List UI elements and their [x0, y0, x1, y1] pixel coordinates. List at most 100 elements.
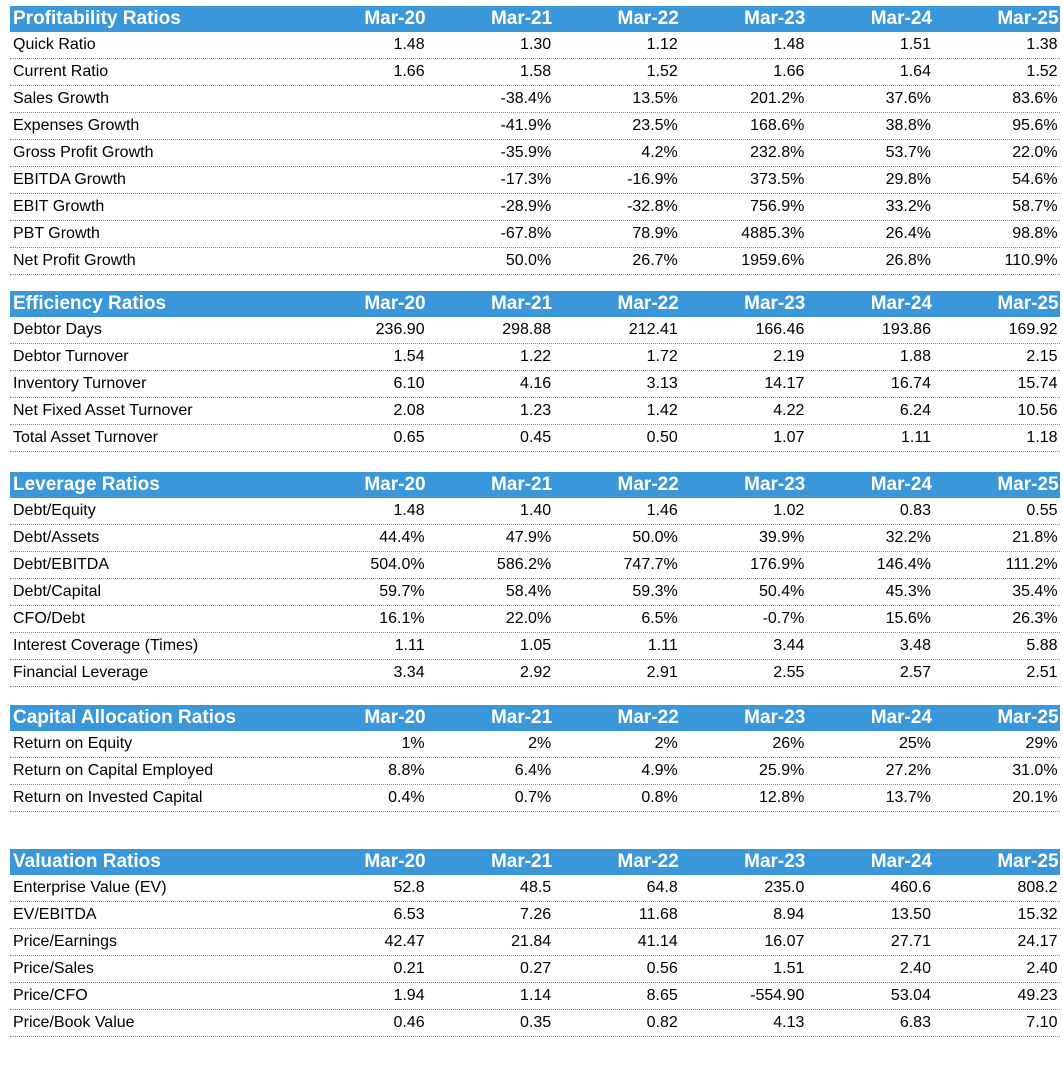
row-label: Return on Capital Employed — [13, 762, 214, 779]
value-cell: 16.1% — [379, 610, 425, 627]
row-label: Debt/EBITDA — [13, 556, 110, 573]
value-cell: 14.17 — [764, 375, 805, 392]
value-cell: 1.66 — [773, 63, 805, 80]
value-cell: 27.2% — [885, 762, 931, 779]
value-cell: 6.53 — [393, 906, 425, 923]
section-title: Leverage Ratios — [13, 474, 160, 495]
row-label: Price/CFO — [13, 987, 88, 1004]
value-cell: -38.4% — [500, 90, 552, 107]
value-cell: 0.7% — [514, 789, 552, 806]
value-cell: 1.11 — [647, 637, 678, 654]
row-label: Return on Equity — [13, 735, 133, 752]
value-cell: 3.34 — [393, 664, 425, 681]
value-cell: 59.7% — [379, 583, 425, 600]
value-cell: 166.46 — [755, 321, 805, 338]
column-header: Mar-25 — [997, 707, 1059, 728]
column-header: Mar-22 — [617, 8, 679, 29]
table-row: Total Asset Turnover 0.65 0.45 0.50 1.07 1.11… — [10, 425, 1060, 452]
value-cell: 39.9% — [759, 529, 805, 546]
row-label: Interest Coverage (Times) — [13, 637, 199, 654]
value-cell: 1.48 — [773, 36, 805, 53]
row-label: Return on Invested Capital — [13, 789, 203, 806]
column-header: Mar-20 — [364, 474, 426, 495]
row-label: Debt/Equity — [13, 502, 96, 519]
value-cell: 29.8% — [885, 171, 931, 188]
table-row: Inventory Turnover 6.10 4.16 3.13 14.17 16.74… — [10, 371, 1060, 398]
value-cell: 42.47 — [384, 933, 425, 950]
column-header: Mar-20 — [364, 8, 426, 29]
column-header: Mar-24 — [870, 8, 932, 29]
value-cell: 193.86 — [882, 321, 931, 338]
value-cell: 26.4% — [885, 225, 931, 242]
value-cell: 78.9% — [632, 225, 678, 242]
value-cell: 3.48 — [899, 637, 931, 654]
value-cell: 2.15 — [1026, 348, 1058, 365]
section-header: Efficiency Ratios Mar-20 Mar-21 Mar-22 Mar-2… — [10, 291, 1060, 317]
value-cell: 2.55 — [773, 664, 805, 681]
value-cell: 747.7% — [623, 556, 678, 573]
value-cell: 212.41 — [628, 321, 678, 338]
table-row: Return on Equity 1% 2% 2% 26% 25% 29% — [10, 731, 1060, 758]
value-cell: 232.8% — [750, 144, 805, 161]
column-header: Mar-25 — [997, 474, 1059, 495]
value-cell: 6.24 — [899, 402, 931, 419]
value-cell: 1% — [401, 735, 425, 752]
value-cell: 4885.3% — [741, 225, 805, 242]
column-header: Mar-23 — [744, 707, 806, 728]
value-cell: 2.19 — [773, 348, 805, 365]
value-cell: 0.45 — [520, 429, 552, 446]
capital-allocation-ratios-section: Capital Allocation Ratios Mar-20 Mar-21 Mar… — [10, 705, 1060, 812]
value-cell: 1.48 — [393, 36, 425, 53]
table-row: PBT Growth -67.8% 78.9% 4885.3% 26.4% 98.8% — [10, 221, 1060, 248]
table-row: EBIT Growth -28.9% -32.8% 756.9% 33.2% 58.7% — [10, 194, 1060, 221]
value-cell: 1.18 — [1026, 429, 1058, 446]
value-cell: 12.8% — [759, 789, 805, 806]
value-cell: 50.0% — [505, 252, 552, 269]
value-cell: 169.92 — [1008, 321, 1058, 338]
section-header: Profitability Ratios Mar-20 Mar-21 Mar-22 Ma… — [10, 6, 1060, 32]
value-cell: 2.08 — [393, 402, 425, 419]
column-header: Mar-21 — [490, 8, 553, 29]
column-header: Mar-22 — [617, 293, 679, 314]
value-cell: 33.2% — [885, 198, 931, 215]
value-cell: 4.22 — [773, 402, 805, 419]
column-header: Mar-23 — [744, 474, 806, 495]
table-row: Return on Capital Employed 8.8% 6.4% 4.9% 25… — [10, 758, 1060, 785]
value-cell: 22.0% — [505, 610, 552, 627]
value-cell: 23.5% — [632, 117, 678, 134]
value-cell: 1959.6% — [741, 252, 805, 269]
value-cell: 1.54 — [393, 348, 425, 365]
row-label: Enterprise Value (EV) — [13, 879, 167, 896]
value-cell: -554.90 — [750, 987, 805, 1004]
value-cell: 21.8% — [1012, 529, 1058, 546]
value-cell: 53.04 — [890, 987, 931, 1004]
value-cell: 15.32 — [1017, 906, 1058, 923]
table-row: Net Fixed Asset Turnover 2.08 1.23 1.42 4.22… — [10, 398, 1060, 425]
value-cell: -28.9% — [500, 198, 552, 215]
value-cell: 1.05 — [520, 637, 552, 654]
value-cell: 29% — [1025, 735, 1058, 752]
value-cell: 586.2% — [496, 556, 552, 573]
table-row: Price/Earnings 42.47 21.84 41.14 16.07 27.71 2… — [10, 929, 1060, 956]
value-cell: 6.10 — [393, 375, 425, 392]
section-title: Efficiency Ratios — [13, 293, 167, 314]
value-cell: 26.3% — [1012, 610, 1058, 627]
row-label: Debtor Days — [13, 321, 102, 338]
row-label: Net Fixed Asset Turnover — [13, 402, 193, 419]
value-cell: 2.57 — [899, 664, 931, 681]
column-header: Mar-21 — [490, 851, 553, 872]
value-cell: 808.2 — [1017, 879, 1058, 896]
row-label: Debt/Capital — [13, 583, 102, 600]
row-label: EBIT Growth — [13, 198, 105, 215]
row-label: PBT Growth — [13, 225, 100, 242]
table-row: Price/Sales 0.21 0.27 0.56 1.51 2.40 2.40 — [10, 956, 1060, 983]
column-header: Mar-20 — [364, 707, 426, 728]
row-label: Expenses Growth — [13, 117, 140, 134]
value-cell: 26.7% — [632, 252, 678, 269]
table-row: Enterprise Value (EV) 52.8 48.5 64.8 235.0 46… — [10, 875, 1060, 902]
value-cell: 25.9% — [759, 762, 805, 779]
value-cell: 15.74 — [1017, 375, 1058, 392]
value-cell: 31.0% — [1012, 762, 1058, 779]
value-cell: 1.14 — [520, 987, 552, 1004]
table-row: Quick Ratio 1.48 1.30 1.12 1.48 1.51 1.38 — [10, 32, 1060, 59]
